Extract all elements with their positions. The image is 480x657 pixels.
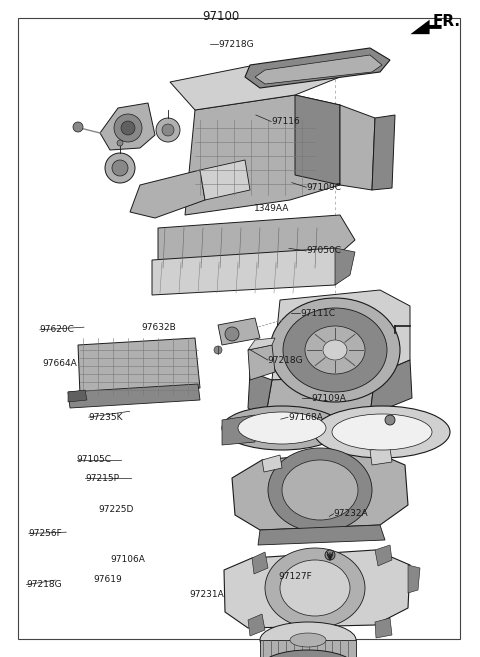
- Circle shape: [117, 140, 123, 146]
- Ellipse shape: [238, 412, 326, 444]
- Ellipse shape: [280, 560, 350, 616]
- Polygon shape: [185, 95, 340, 215]
- Circle shape: [162, 124, 174, 136]
- Ellipse shape: [283, 308, 387, 392]
- Ellipse shape: [305, 326, 365, 374]
- Polygon shape: [372, 115, 395, 190]
- Polygon shape: [262, 455, 282, 472]
- Ellipse shape: [332, 414, 432, 450]
- Text: 97232A: 97232A: [334, 509, 368, 518]
- Polygon shape: [158, 215, 355, 268]
- Polygon shape: [100, 103, 155, 150]
- Circle shape: [385, 415, 395, 425]
- Polygon shape: [248, 614, 265, 636]
- Text: 97231A: 97231A: [190, 590, 224, 599]
- Text: FR.: FR.: [433, 14, 461, 29]
- Circle shape: [325, 550, 335, 560]
- Polygon shape: [245, 48, 390, 88]
- Text: 1349AA: 1349AA: [254, 204, 290, 213]
- Text: 97111C: 97111C: [300, 309, 335, 318]
- Ellipse shape: [270, 298, 400, 402]
- Text: 97218G: 97218G: [218, 39, 254, 49]
- Text: 97050C: 97050C: [306, 246, 341, 256]
- Polygon shape: [370, 360, 412, 415]
- Polygon shape: [218, 318, 260, 345]
- Polygon shape: [224, 550, 410, 628]
- Polygon shape: [340, 105, 375, 190]
- Text: 97218G: 97218G: [26, 580, 62, 589]
- Text: 97620C: 97620C: [40, 325, 75, 334]
- Polygon shape: [375, 545, 392, 566]
- Ellipse shape: [112, 160, 128, 176]
- Ellipse shape: [268, 448, 372, 532]
- Ellipse shape: [121, 121, 135, 135]
- Ellipse shape: [260, 650, 356, 657]
- Polygon shape: [370, 448, 392, 465]
- Text: 97619: 97619: [94, 575, 122, 584]
- Text: 97235K: 97235K: [89, 413, 123, 422]
- Ellipse shape: [222, 406, 342, 450]
- Text: 97105C: 97105C: [77, 455, 112, 464]
- Text: 97225D: 97225D: [98, 505, 134, 514]
- Polygon shape: [295, 95, 340, 185]
- Ellipse shape: [323, 340, 347, 360]
- Text: 97100: 97100: [202, 10, 240, 23]
- Ellipse shape: [290, 633, 326, 647]
- Ellipse shape: [282, 460, 358, 520]
- Polygon shape: [335, 248, 355, 285]
- Polygon shape: [255, 55, 382, 84]
- Polygon shape: [410, 20, 442, 34]
- Polygon shape: [78, 338, 200, 395]
- Polygon shape: [375, 618, 392, 638]
- Polygon shape: [260, 640, 356, 657]
- Ellipse shape: [105, 153, 135, 183]
- Polygon shape: [170, 65, 345, 110]
- Polygon shape: [248, 338, 275, 350]
- Circle shape: [225, 327, 239, 341]
- Polygon shape: [408, 565, 420, 593]
- Text: 97218G: 97218G: [268, 355, 303, 365]
- Circle shape: [73, 122, 83, 132]
- Text: 97632B: 97632B: [142, 323, 176, 332]
- Ellipse shape: [114, 114, 142, 142]
- Text: 97109C: 97109C: [306, 183, 341, 192]
- Polygon shape: [248, 345, 275, 380]
- Text: 97215P: 97215P: [85, 474, 120, 483]
- Polygon shape: [232, 450, 408, 530]
- Text: 97106A: 97106A: [110, 555, 145, 564]
- Polygon shape: [222, 415, 255, 445]
- Ellipse shape: [265, 548, 365, 628]
- Polygon shape: [200, 160, 250, 200]
- Polygon shape: [258, 525, 385, 545]
- Circle shape: [156, 118, 180, 142]
- Text: 97127F: 97127F: [278, 572, 312, 581]
- Text: 97116: 97116: [271, 117, 300, 126]
- Polygon shape: [68, 384, 200, 408]
- Polygon shape: [130, 170, 205, 218]
- Polygon shape: [265, 375, 375, 420]
- Ellipse shape: [314, 406, 450, 458]
- Text: 97168A: 97168A: [288, 413, 323, 422]
- Polygon shape: [252, 552, 268, 574]
- Polygon shape: [272, 290, 410, 380]
- Text: 97109A: 97109A: [311, 394, 346, 403]
- Text: 97664A: 97664A: [42, 359, 77, 369]
- Text: 97256F: 97256F: [29, 529, 62, 538]
- Polygon shape: [248, 372, 272, 420]
- Ellipse shape: [260, 622, 356, 657]
- Circle shape: [214, 346, 222, 354]
- Polygon shape: [152, 248, 350, 295]
- Polygon shape: [68, 390, 87, 402]
